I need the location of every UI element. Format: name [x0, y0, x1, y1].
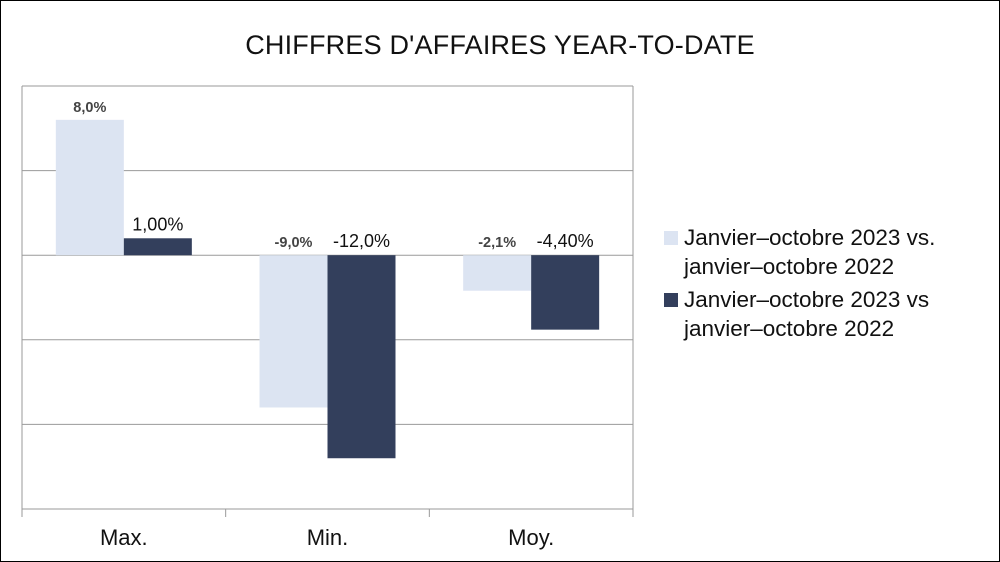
data-label: -12,0%	[333, 231, 390, 251]
legend: Janvier–octobre 2023 vs. janvier–octobre…	[664, 223, 994, 347]
data-label: 8,0%	[73, 100, 106, 116]
data-label: -4,40%	[537, 231, 594, 251]
x-tick-label: Moy.	[508, 525, 554, 550]
legend-label-series-1: Janvier–octobre 2023 vs. janvier–octobre…	[684, 225, 936, 279]
x-tick-label: Min.	[307, 525, 349, 550]
legend-item-series-1: Janvier–octobre 2023 vs. janvier–octobre…	[664, 223, 994, 281]
bar-series-2-moy	[531, 255, 600, 330]
x-tick-label: Max.	[100, 525, 148, 550]
bar-series-2-max	[123, 238, 192, 256]
legend-item-series-2: Janvier–octobre 2023 vs janvier–octobre …	[664, 285, 994, 343]
legend-swatch-series-2	[664, 293, 678, 307]
legend-swatch-series-1	[664, 231, 678, 245]
legend-label-series-2: Janvier–octobre 2023 vs janvier–octobre …	[684, 287, 930, 341]
chart-title: CHIFFRES D'AFFAIRES YEAR-TO-DATE	[245, 30, 755, 60]
bar-series-1-min	[259, 255, 328, 408]
data-label: -2,1%	[478, 235, 516, 251]
bar-series-1-max	[55, 119, 124, 256]
bar-series-1-moy	[463, 255, 532, 291]
data-label: 1,00%	[132, 214, 183, 234]
bar-series-2-min	[327, 255, 396, 459]
data-label: -9,0%	[275, 235, 313, 251]
